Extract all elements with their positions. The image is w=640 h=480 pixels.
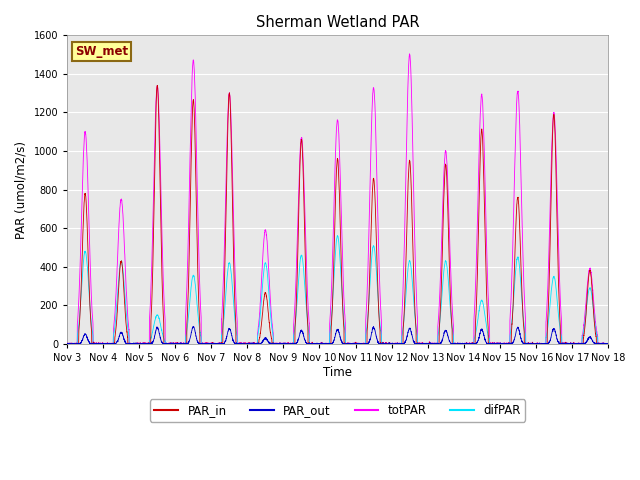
X-axis label: Time: Time [323, 366, 352, 379]
Text: SW_met: SW_met [76, 45, 129, 58]
Title: Sherman Wetland PAR: Sherman Wetland PAR [256, 15, 419, 30]
Y-axis label: PAR (umol/m2/s): PAR (umol/m2/s) [15, 141, 28, 239]
Legend: PAR_in, PAR_out, totPAR, difPAR: PAR_in, PAR_out, totPAR, difPAR [150, 399, 525, 421]
